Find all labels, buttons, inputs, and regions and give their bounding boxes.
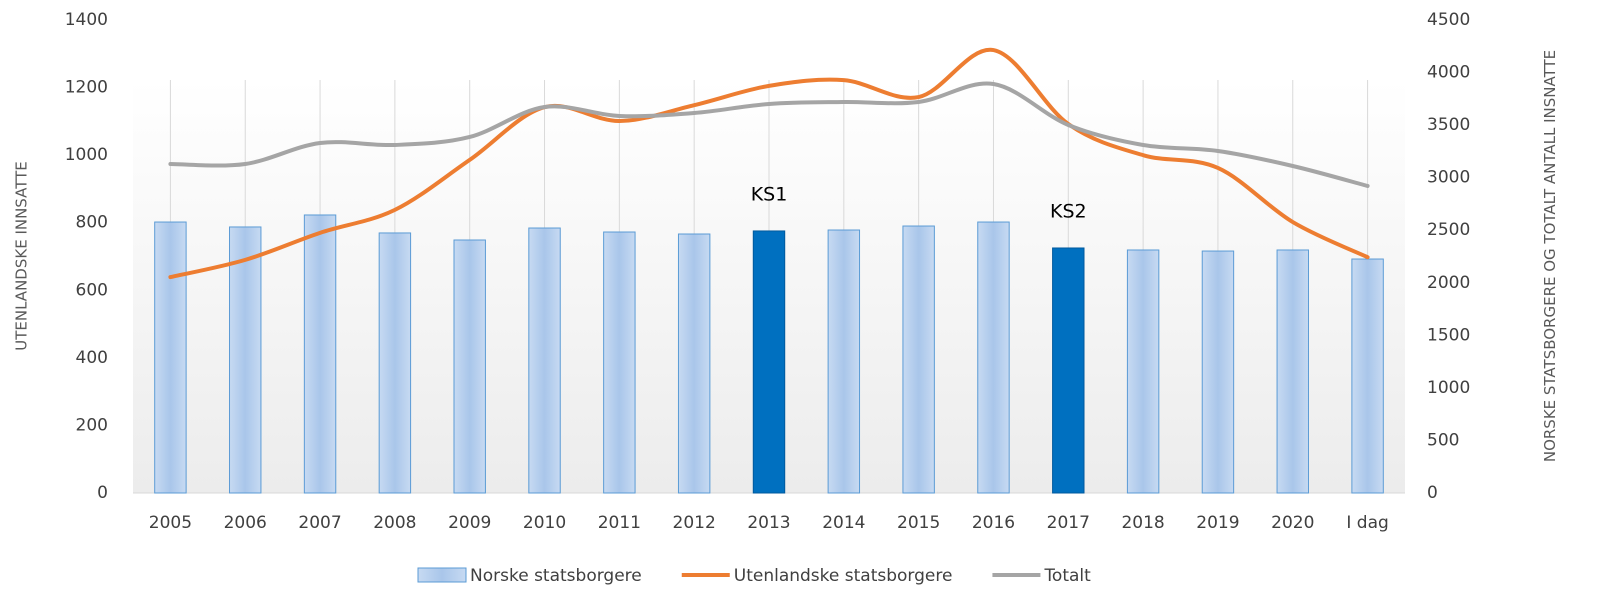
y-tick-label: 1200 (65, 78, 108, 98)
x-tick-label: 2007 (298, 513, 341, 533)
x-tick-label: 2008 (373, 513, 416, 533)
x-tick-label: I dag (1346, 513, 1388, 533)
bar (303, 214, 337, 494)
x-tick-label: 2005 (149, 513, 192, 533)
y2-tick-label: 1500 (1427, 325, 1470, 345)
bar (603, 231, 636, 494)
x-tick-label: 2012 (673, 513, 716, 533)
x-tick-label: 2019 (1196, 513, 1239, 533)
y-tick-label: 800 (76, 213, 108, 233)
x-tick-label: 2013 (747, 513, 790, 533)
line (168, 48, 1370, 280)
legend-label: Utenlandske statsborgere (734, 566, 953, 586)
y-tick-label: 1000 (65, 145, 108, 165)
y2-tick-label: 1000 (1427, 378, 1470, 398)
x-tick-label: 2014 (822, 513, 865, 533)
x-tick-label: 2009 (448, 513, 491, 533)
y-axis-label: UTENLANDSKE INNSATTE (13, 161, 31, 350)
legend-label: Norske statsborgere (470, 566, 642, 586)
y2-tick-label: 2000 (1427, 273, 1470, 293)
bar (229, 226, 262, 494)
x-tick-label: 2020 (1271, 513, 1314, 533)
bar (378, 232, 412, 494)
x-tick-label: 2018 (1121, 513, 1164, 533)
bar (1052, 247, 1085, 494)
bar (752, 230, 786, 494)
bar (902, 225, 935, 494)
y2-tick-label: 3500 (1427, 115, 1470, 135)
y2-axis-label-part: NORSKE STATSBORGERE OG TOTALT ANTALL INS… (1541, 50, 1559, 462)
bar (677, 233, 711, 494)
y2-tick-label: 500 (1427, 430, 1459, 450)
x-tick-label: 2010 (523, 513, 566, 533)
line (168, 81, 1370, 188)
annotation: KS1 (751, 183, 788, 205)
bar (977, 221, 1010, 494)
bar (827, 229, 861, 494)
bar (1276, 249, 1309, 494)
legend-label: Totalt (1043, 566, 1091, 586)
x-tick-label: 2006 (224, 513, 267, 533)
y2-tick-label: 2500 (1427, 220, 1470, 240)
bar (1351, 258, 1384, 494)
bar (453, 239, 486, 494)
x-tick-label: 2011 (598, 513, 641, 533)
y2-tick-label: 4000 (1427, 63, 1470, 83)
bar (1126, 249, 1160, 494)
x-tick-label: 2017 (1047, 513, 1090, 533)
y-tick-label: 0 (97, 483, 108, 503)
y-tick-label: 200 (76, 415, 108, 435)
y2-axis-label: NORSKE STATSBORGERE OG TOTALT ANTALL INS… (1541, 50, 1559, 462)
y-tick-label: 600 (76, 280, 108, 300)
legend-swatch (417, 567, 467, 583)
annotation: KS2 (1050, 200, 1087, 222)
bar (528, 227, 561, 494)
y-tick-label: 1400 (65, 10, 108, 30)
y2-tick-label: 3000 (1427, 168, 1470, 188)
x-tick-label: 2016 (972, 513, 1015, 533)
bar (1201, 250, 1235, 494)
y-tick-label: 400 (76, 348, 108, 368)
bar (154, 221, 187, 494)
y2-tick-label: 0 (1427, 483, 1438, 503)
x-tick-label: 2015 (897, 513, 940, 533)
y2-tick-label: 4500 (1427, 10, 1470, 30)
